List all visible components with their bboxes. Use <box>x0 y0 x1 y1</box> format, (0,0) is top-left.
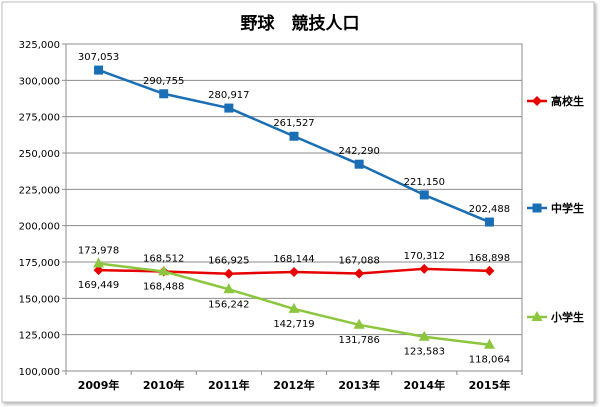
data-point <box>354 159 364 169</box>
data-label: 166,925 <box>208 256 249 267</box>
data-point <box>223 268 234 279</box>
series-小学生: 173,978 168,512 156,242 142,719 131,786 123,5… <box>78 245 510 365</box>
y-tick-label: 125,000 <box>19 331 60 342</box>
data-label: 168,512 <box>143 253 184 264</box>
y-axis: 100,000 125,000 150,000 175,000 200,000 225,0… <box>19 40 66 378</box>
y-tick-label: 250,000 <box>19 149 60 160</box>
x-tick-label: 2013年 <box>338 378 380 392</box>
data-point <box>484 217 494 227</box>
x-tick-label: 2014年 <box>403 378 445 392</box>
data-point <box>483 338 495 349</box>
legend-item-高校生: 高校生 <box>527 94 584 108</box>
legend-swatch-marker <box>531 311 543 321</box>
x-tick-label: 2012年 <box>273 378 315 392</box>
data-point <box>354 268 365 279</box>
series-中学生: 307,053 290,755 280,917 261,527 242,290 221,1… <box>78 52 510 227</box>
data-label: 167,088 <box>338 255 379 266</box>
data-point <box>223 283 235 294</box>
data-point <box>419 263 430 274</box>
y-tick-label: 200,000 <box>19 222 60 233</box>
data-label: 123,583 <box>404 347 445 358</box>
data-label: 173,978 <box>78 245 119 256</box>
data-label: 168,898 <box>469 253 510 264</box>
data-point <box>93 265 104 276</box>
data-label: 169,449 <box>78 280 119 291</box>
data-point <box>418 330 430 341</box>
x-tick-label: 2015年 <box>469 378 511 392</box>
legend-swatch-marker <box>532 203 542 213</box>
y-tick-label: 100,000 <box>19 367 60 378</box>
data-label: 307,053 <box>78 52 119 63</box>
y-tick-label: 300,000 <box>19 76 60 87</box>
series-layer: 169,449 168,488 166,925 168,144 167,088 170,3… <box>78 52 510 366</box>
data-label: 168,144 <box>273 254 314 265</box>
gridlines <box>66 79 522 336</box>
legend-label: 中学生 <box>551 201 584 215</box>
data-label: 142,719 <box>273 319 314 330</box>
legend-label: 小学生 <box>550 310 584 324</box>
legend-item-中学生: 中学生 <box>527 201 584 215</box>
plot-area <box>65 43 523 372</box>
legend-swatch-marker <box>532 96 542 106</box>
chart-title: 野球 競技人口 <box>241 13 360 34</box>
y-tick-label: 175,000 <box>19 258 60 269</box>
data-point <box>419 190 429 200</box>
x-tick-label: 2011年 <box>208 378 250 392</box>
data-label: 156,242 <box>208 299 249 310</box>
data-point <box>353 318 365 329</box>
x-tick-label: 2009年 <box>78 378 120 392</box>
series-高校生: 169,449 168,488 166,925 168,144 167,088 170,3… <box>78 251 510 293</box>
data-point <box>158 265 170 276</box>
legend-item-小学生: 小学生 <box>527 310 584 324</box>
data-label: 290,755 <box>143 76 184 87</box>
data-label: 118,064 <box>469 355 510 366</box>
data-point <box>289 131 299 141</box>
x-axis: 2009年 2010年 2011年 2012年 2013年 2014年 2015年 <box>65 371 523 392</box>
y-tick-label: 150,000 <box>19 294 60 305</box>
y-tick-label: 325,000 <box>19 40 60 51</box>
data-label: 170,312 <box>404 251 445 262</box>
legend-label: 高校生 <box>551 94 584 108</box>
data-point <box>289 266 299 277</box>
data-point <box>288 302 300 313</box>
data-label: 221,150 <box>404 177 445 188</box>
data-label: 202,488 <box>469 204 510 215</box>
x-tick-label: 2010年 <box>143 378 185 392</box>
data-label: 168,488 <box>143 281 184 292</box>
data-point <box>93 257 105 268</box>
data-label: 261,527 <box>273 118 314 129</box>
data-label: 280,917 <box>208 90 249 101</box>
y-tick-label: 275,000 <box>19 113 60 124</box>
data-label: 131,786 <box>338 335 379 346</box>
y-tick-label: 225,000 <box>19 185 60 196</box>
data-point <box>94 65 104 75</box>
data-label: 242,290 <box>338 146 379 157</box>
data-point <box>224 103 234 113</box>
data-point <box>484 265 495 276</box>
data-point <box>159 89 169 99</box>
